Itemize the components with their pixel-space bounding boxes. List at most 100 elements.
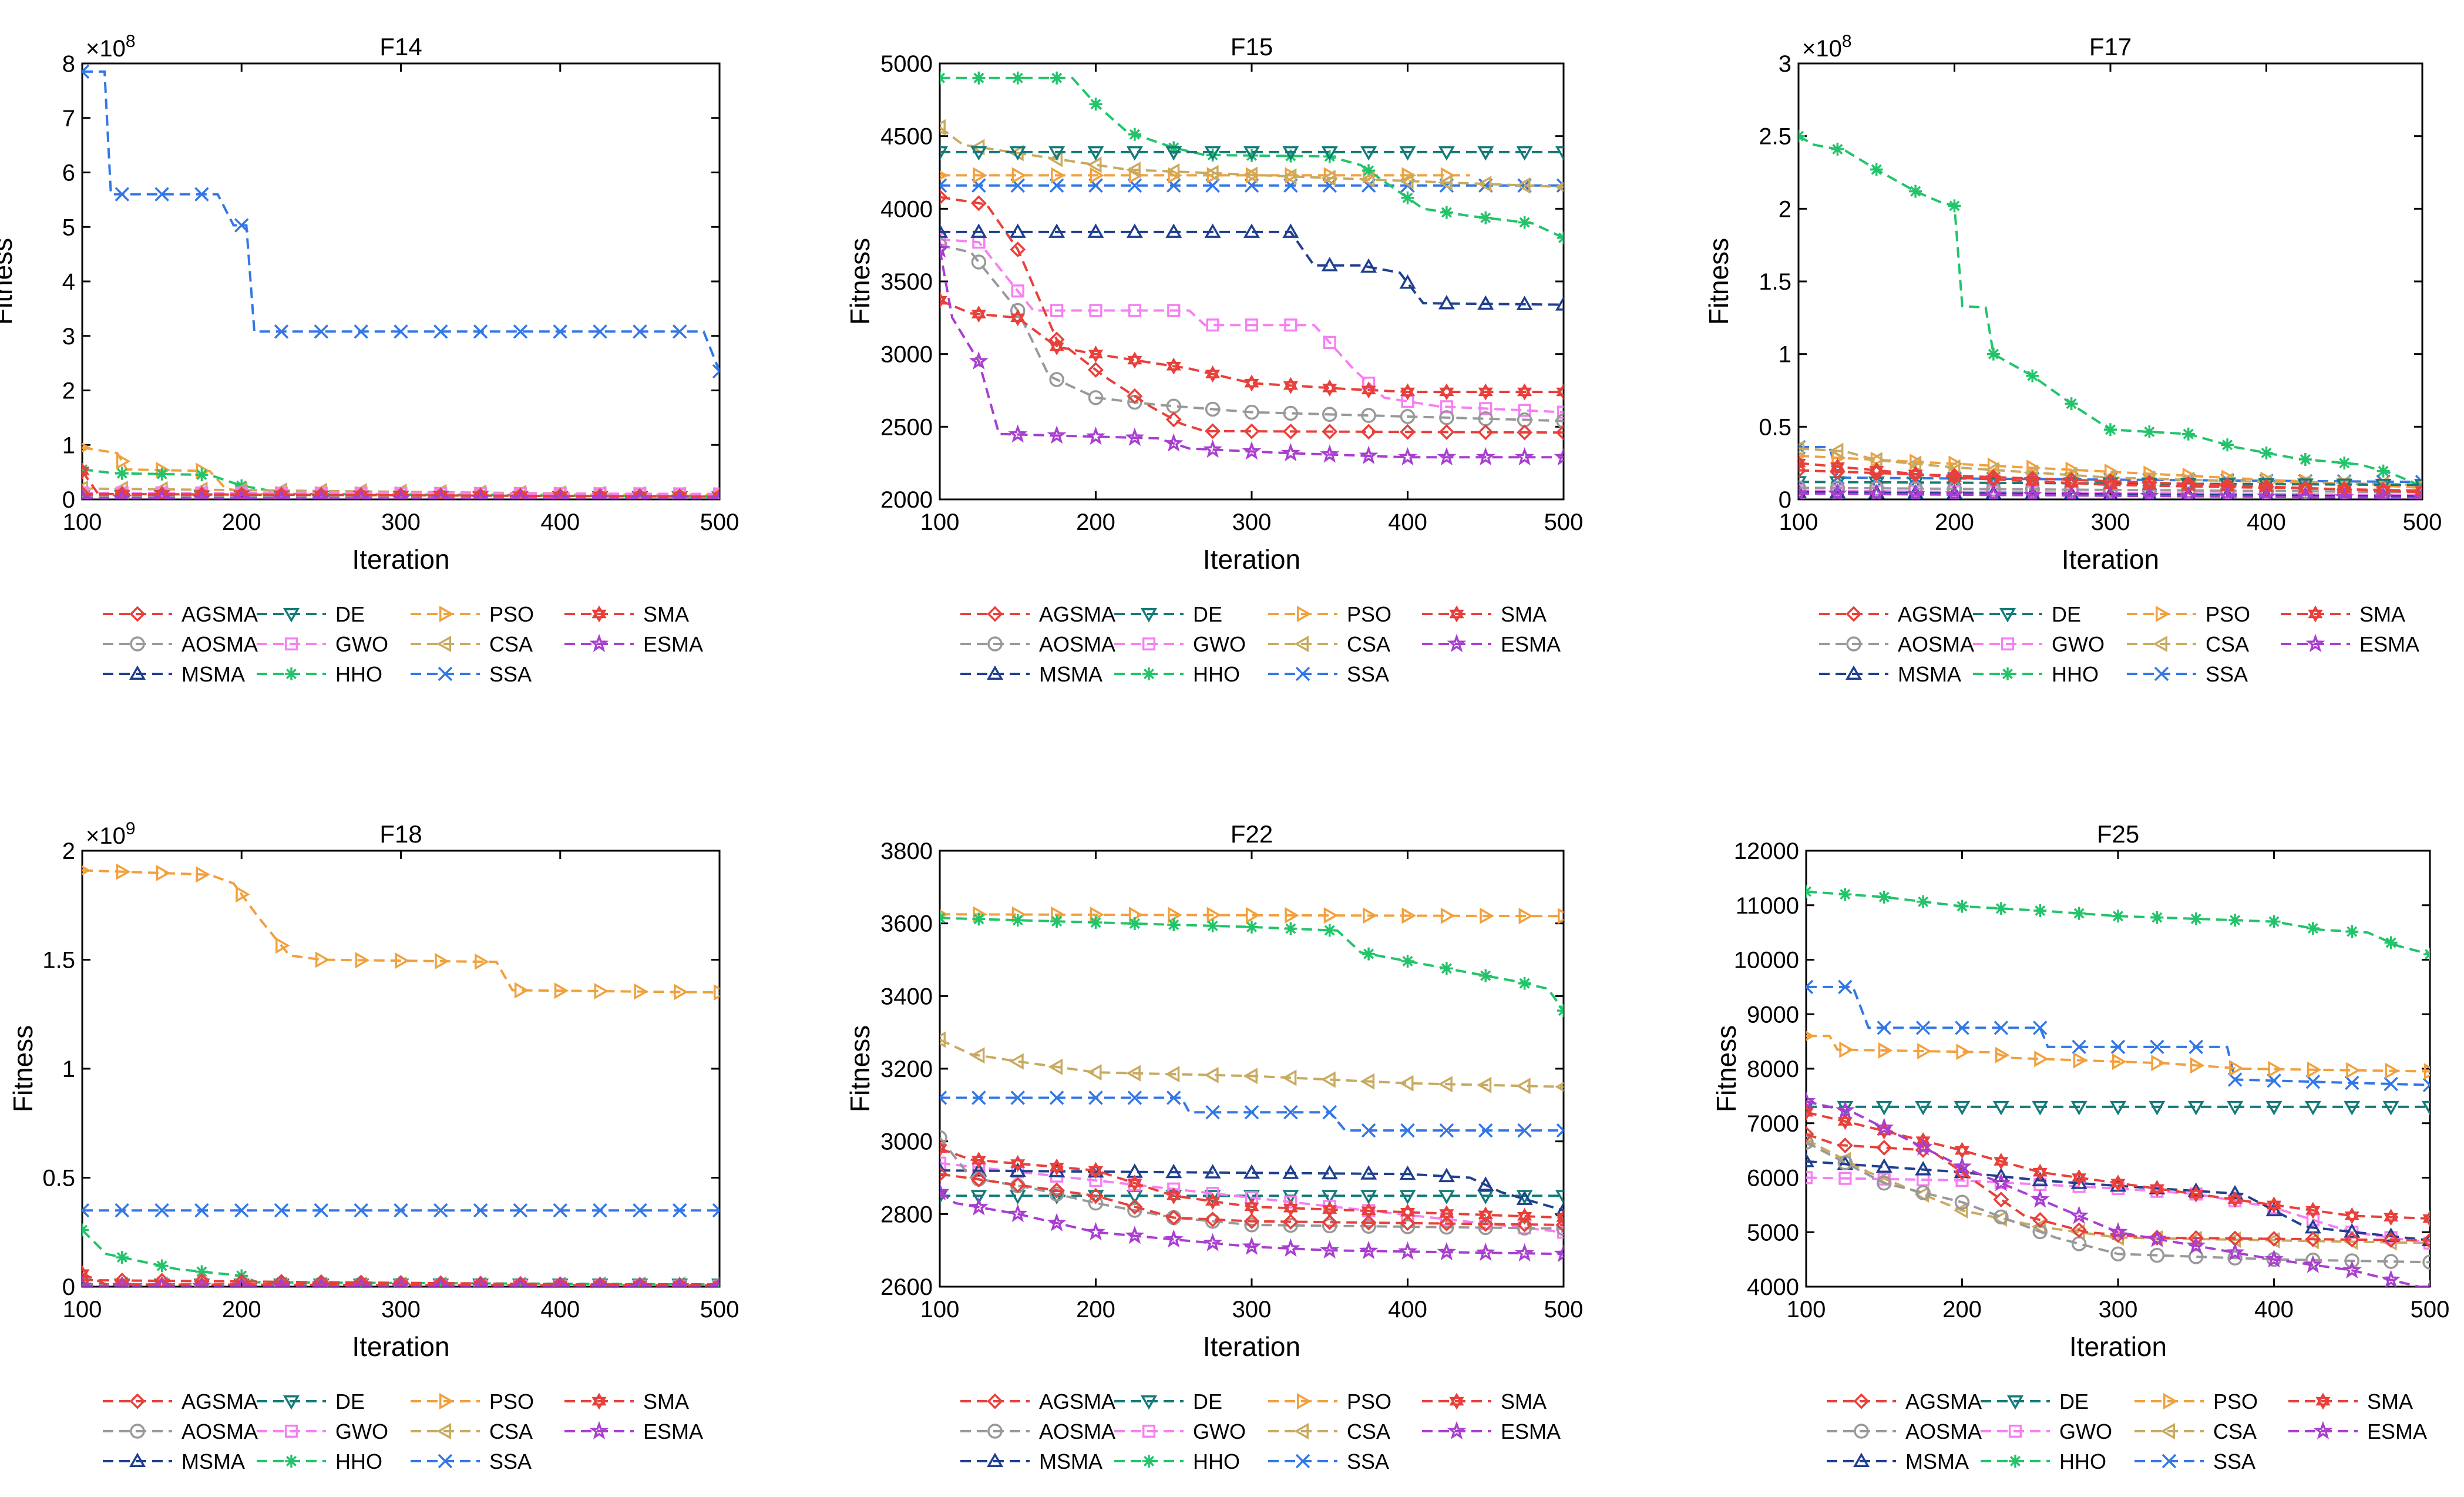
legend-item-AOSMA: AOSMA [960, 1419, 1115, 1444]
data-point-PSO [2424, 1063, 2430, 1080]
data-point-SMA [971, 306, 986, 323]
legend: AGSMA DE PSO SMA AOSMA GWO CSA ESMA MSMA HHO SSA [960, 602, 1561, 686]
legend-item-GWO: GWO [1981, 1419, 2112, 1444]
series-line-AOSMA [82, 495, 720, 499]
plot-area [81, 62, 721, 501]
legend-marker-SMA [2315, 1392, 2331, 1410]
data-point-MSMA [2265, 1201, 2283, 1217]
legend-item-SMA: SMA [564, 1389, 689, 1414]
data-point-SSA [1205, 1105, 1220, 1120]
data-point-ESMA [1515, 447, 1535, 466]
data-point-DE [2149, 1100, 2166, 1116]
legend-label: MSMA [1039, 662, 1102, 686]
data-point-GWO [1518, 404, 1531, 417]
data-point-PSO [1401, 167, 1417, 184]
data-point-HHO [1440, 206, 1453, 219]
data-point-HHO [82, 1223, 89, 1237]
legend-label: HHO [1193, 1449, 1240, 1473]
legend-label: DE [335, 602, 365, 626]
data-point-ESMA [1125, 1226, 1145, 1244]
x-axis-label: Iteration [2069, 1331, 2167, 1362]
legend-item-SSA: SSA [1268, 1449, 1389, 1473]
legend-item-SSA: SSA [2127, 662, 2248, 686]
data-point-ESMA [1008, 1204, 1028, 1223]
legend-marker-GWO [1142, 637, 1156, 651]
data-point-HHO [2345, 925, 2359, 938]
data-point-PSO [1956, 1043, 1971, 1060]
y-tick-label: 6000 [1747, 1166, 1799, 1191]
data-point-CSA [1048, 1058, 1063, 1075]
data-point-AOSMA [1283, 405, 1299, 421]
data-point-CSA [1165, 163, 1180, 180]
data-point-SMA [2422, 1210, 2430, 1227]
data-point-HHO [1245, 149, 1258, 162]
data-point-DE [1360, 1190, 1377, 1204]
data-point-PSO [1917, 1043, 1932, 1060]
legend-item-HHO: HHO [1114, 662, 1240, 686]
data-point-HHO [940, 71, 946, 85]
data-point-DE [1204, 1190, 1221, 1204]
data-point-MSMA [1477, 295, 1494, 310]
data-point-MSMA [1126, 223, 1143, 238]
data-point-HHO [195, 1265, 209, 1278]
y-tick-label: 2.5 [1759, 124, 1791, 150]
data-point-AGSMA [114, 1272, 130, 1287]
data-point-PSO [554, 982, 569, 999]
data-point-PSO [1323, 907, 1339, 924]
data-point-PSO [196, 866, 210, 883]
data-point-AOSMA [1400, 409, 1416, 424]
legend-marker-SSA [2162, 1454, 2177, 1469]
y-tick-label: 4000 [1747, 1274, 1799, 1300]
data-point-DE [1048, 146, 1065, 161]
data-point-AGSMA [1477, 1216, 1494, 1232]
data-point-CSA [1438, 1076, 1453, 1093]
data-point-SSA [940, 1090, 947, 1105]
data-point-SSA [593, 324, 607, 339]
data-point-GWO [1206, 318, 1219, 332]
data-point-AOSMA [1205, 1213, 1221, 1229]
series-line-HHO [940, 917, 1564, 1012]
data-point-ESMA [1280, 1238, 1300, 1257]
legend-marker-MSMA [129, 1452, 146, 1467]
legend-marker-DE [1999, 608, 2016, 623]
data-point-HHO [1518, 216, 1531, 229]
legend-label: PSO [2206, 602, 2250, 626]
data-point-ESMA [1437, 447, 1457, 466]
series-line-MSMA [940, 230, 1564, 306]
data-point-AOSMA [1088, 390, 1104, 405]
data-point-PSO [1995, 1046, 2010, 1063]
data-point-AGSMA [353, 1274, 369, 1287]
data-point-SMA [1837, 1113, 1853, 1130]
data-point-GWO [1284, 318, 1297, 332]
legend-label: MSMA [1898, 662, 1961, 686]
data-point-SMA [1517, 1207, 1532, 1225]
data-point-AGSMA [2422, 1232, 2430, 1248]
data-point-CSA [940, 1031, 946, 1048]
data-point-SSA [1167, 1090, 1181, 1105]
legend-item-HHO: HHO [1973, 662, 2099, 686]
data-point-AGSMA [1322, 1214, 1338, 1230]
series-line-GWO [1799, 489, 2422, 496]
legend-item-ESMA: ESMA [2281, 632, 2419, 656]
y-tick-label: 2 [1779, 196, 1791, 222]
legend-item-DE: DE [1973, 602, 2081, 626]
y-tick-label: 1 [1779, 342, 1791, 368]
data-point-SMA [1869, 462, 1884, 479]
y-tick-label: 5000 [1747, 1220, 1799, 1246]
data-point-ESMA [630, 488, 650, 499]
data-point-AOSMA [1244, 1217, 1259, 1233]
series-line-ESMA [82, 497, 720, 499]
data-point-ESMA [2374, 487, 2394, 499]
x-tick-label: 300 [381, 509, 421, 535]
data-point-HHO [1831, 142, 1844, 156]
data-point-PSO [156, 865, 171, 882]
data-point-HHO [1909, 184, 1922, 198]
legend-item-DE: DE [1114, 1389, 1222, 1414]
data-point-AOSMA [1283, 1217, 1299, 1233]
data-point-CSA [1360, 171, 1375, 188]
data-point-DE [1399, 146, 1416, 161]
y-tick-label: 9000 [1747, 1002, 1799, 1028]
data-point-HHO [2423, 948, 2430, 961]
data-point-PSO [1168, 907, 1182, 924]
legend-label: CSA [1347, 1419, 1390, 1444]
